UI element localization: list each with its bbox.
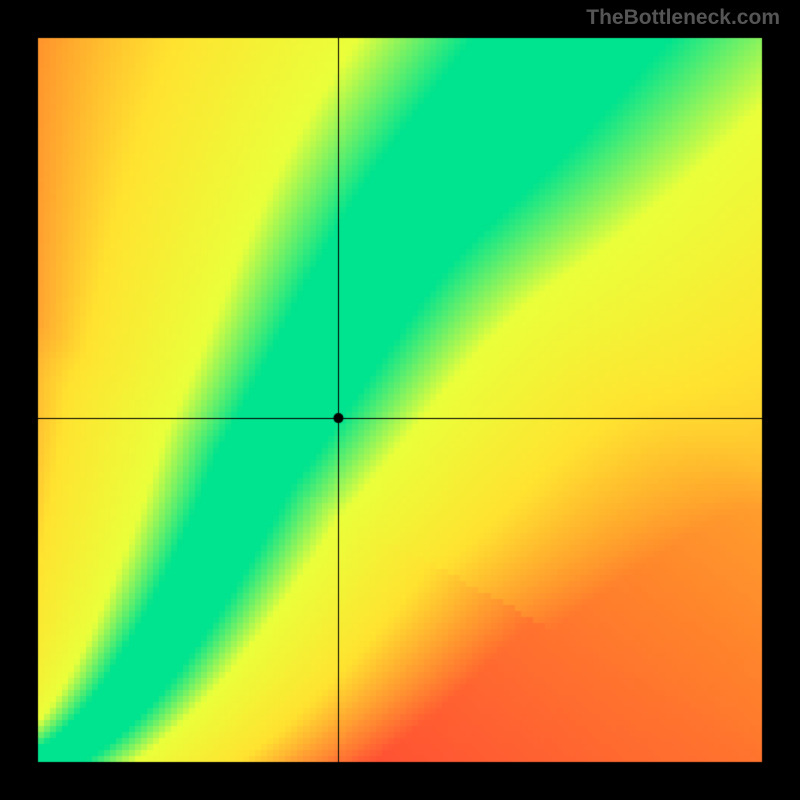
chart-container: TheBottleneck.com	[0, 0, 800, 800]
heatmap-canvas	[0, 0, 800, 800]
watermark-label: TheBottleneck.com	[586, 6, 780, 30]
